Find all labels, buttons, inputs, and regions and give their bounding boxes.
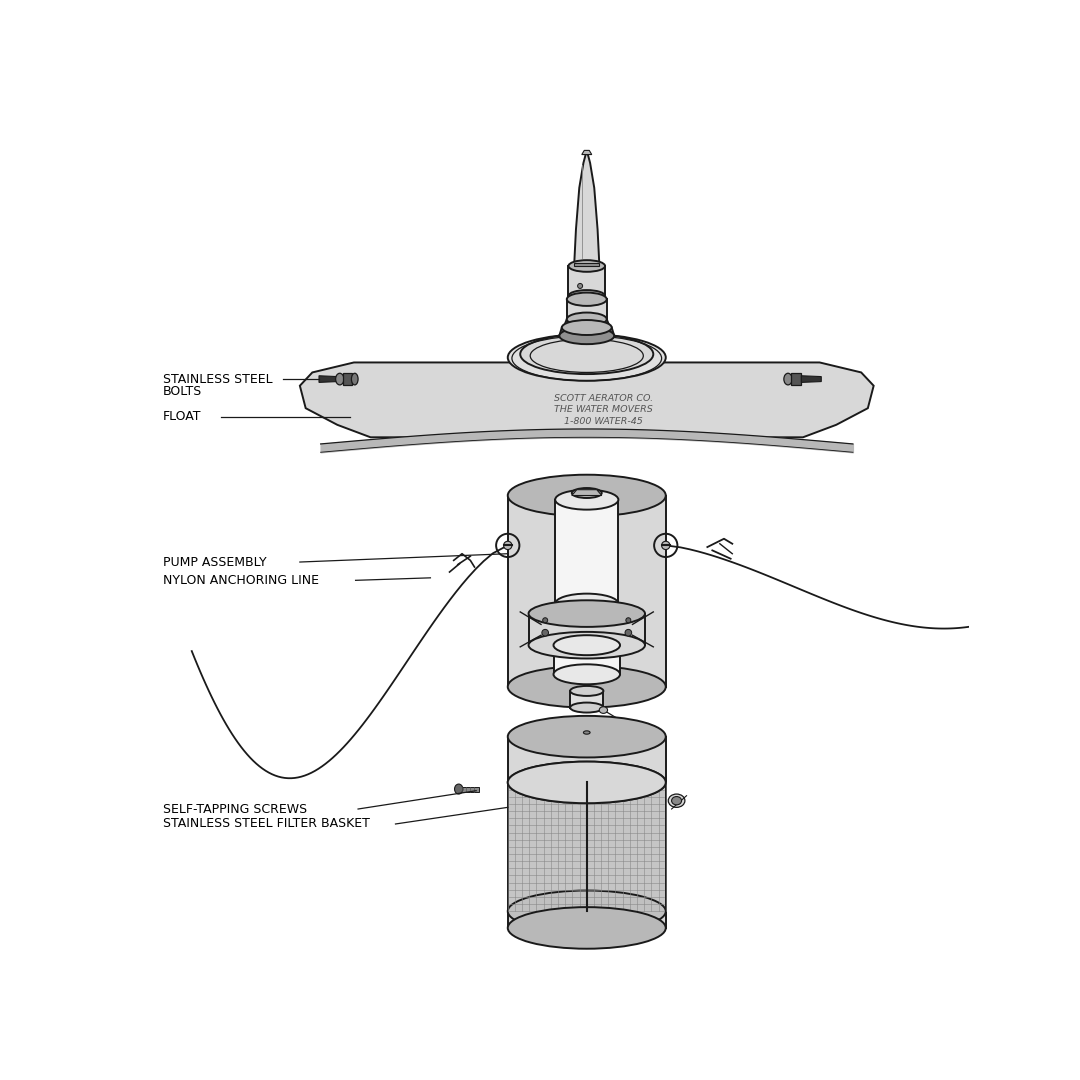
Ellipse shape [528, 600, 645, 626]
Ellipse shape [571, 488, 602, 498]
Polygon shape [508, 496, 665, 687]
Ellipse shape [521, 334, 653, 374]
Circle shape [542, 618, 548, 623]
Circle shape [503, 541, 512, 550]
Polygon shape [792, 374, 801, 384]
Text: STAINLESS STEEL: STAINLESS STEEL [163, 373, 272, 386]
Ellipse shape [508, 907, 665, 948]
Polygon shape [555, 500, 619, 604]
Polygon shape [460, 786, 480, 792]
Circle shape [625, 630, 632, 636]
Circle shape [542, 630, 549, 636]
Ellipse shape [568, 291, 605, 301]
Ellipse shape [567, 293, 607, 306]
Polygon shape [319, 376, 337, 382]
Text: SCOTT AERATOR CO.: SCOTT AERATOR CO. [554, 394, 653, 403]
Ellipse shape [508, 666, 665, 707]
Ellipse shape [784, 374, 792, 384]
Circle shape [662, 541, 670, 550]
Polygon shape [575, 150, 599, 262]
Ellipse shape [583, 731, 590, 734]
Ellipse shape [555, 594, 619, 613]
Polygon shape [571, 489, 602, 496]
Ellipse shape [336, 374, 343, 384]
Polygon shape [568, 266, 605, 296]
Text: FLOAT: FLOAT [163, 410, 201, 423]
Ellipse shape [672, 797, 681, 805]
Polygon shape [508, 912, 665, 928]
Ellipse shape [508, 761, 665, 804]
Ellipse shape [555, 489, 619, 510]
Text: BOLTS: BOLTS [163, 386, 202, 399]
Ellipse shape [508, 891, 665, 932]
Text: 1-800 WATER-45: 1-800 WATER-45 [564, 417, 643, 426]
Ellipse shape [508, 334, 665, 381]
Ellipse shape [553, 635, 620, 656]
Polygon shape [582, 150, 592, 154]
Ellipse shape [553, 664, 620, 685]
Ellipse shape [351, 374, 359, 384]
Polygon shape [343, 374, 352, 384]
Polygon shape [508, 782, 665, 912]
Ellipse shape [508, 475, 665, 516]
Ellipse shape [528, 632, 645, 659]
Polygon shape [567, 299, 607, 320]
Polygon shape [570, 691, 604, 707]
Circle shape [578, 283, 582, 288]
Ellipse shape [508, 716, 665, 757]
Ellipse shape [568, 260, 605, 272]
Polygon shape [568, 296, 605, 299]
Ellipse shape [508, 761, 665, 804]
Text: PUMP ASSEMBLY: PUMP ASSEMBLY [163, 555, 267, 568]
Polygon shape [575, 262, 599, 266]
Polygon shape [559, 327, 615, 336]
Circle shape [625, 618, 631, 623]
Text: SELF-TAPPING SCREWS: SELF-TAPPING SCREWS [163, 802, 307, 815]
Polygon shape [801, 376, 821, 382]
Ellipse shape [570, 686, 604, 696]
Ellipse shape [567, 312, 607, 326]
Polygon shape [554, 645, 620, 674]
Ellipse shape [599, 706, 608, 714]
Polygon shape [300, 363, 874, 437]
Text: STAINLESS STEEL FILTER BASKET: STAINLESS STEEL FILTER BASKET [163, 818, 369, 831]
Ellipse shape [559, 327, 615, 345]
Polygon shape [528, 613, 645, 645]
Ellipse shape [562, 320, 611, 335]
Ellipse shape [669, 794, 685, 808]
Text: THE WATER MOVERS: THE WATER MOVERS [554, 405, 652, 415]
Ellipse shape [455, 784, 463, 794]
Polygon shape [564, 320, 610, 327]
Polygon shape [508, 737, 665, 782]
Ellipse shape [570, 703, 604, 713]
Text: NYLON ANCHORING LINE: NYLON ANCHORING LINE [163, 573, 319, 586]
